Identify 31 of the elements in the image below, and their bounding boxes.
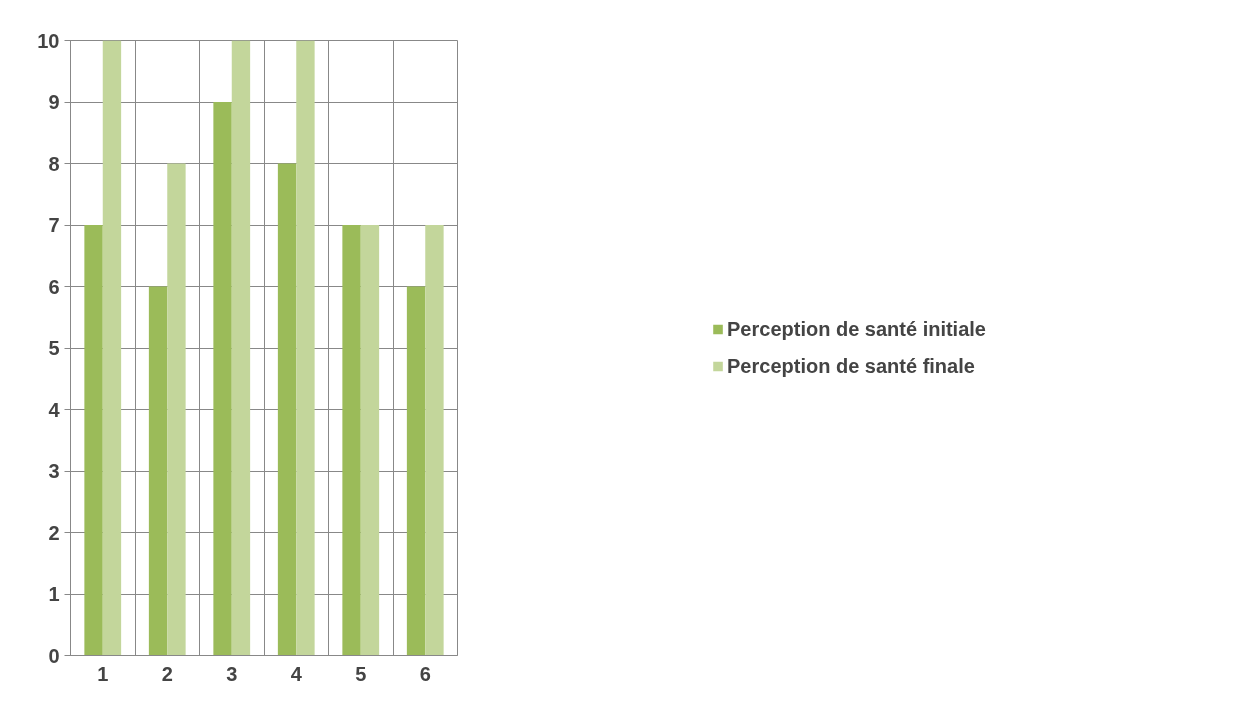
x-tick-label: 2 xyxy=(161,662,173,685)
bar xyxy=(213,102,232,656)
bar xyxy=(406,286,426,656)
x-tick-label: 5 xyxy=(355,662,367,685)
y-tick-label: 2 xyxy=(48,521,60,544)
x-tick-label: 4 xyxy=(290,662,303,685)
y-tick-label: 6 xyxy=(48,275,60,298)
y-tick-label: 7 xyxy=(48,214,60,236)
bar xyxy=(84,225,103,656)
bar xyxy=(231,40,251,656)
y-tick-label: 10 xyxy=(37,29,60,52)
x-tick-label: 1 xyxy=(97,662,109,685)
legend-label: Perception de santé finale xyxy=(727,354,975,378)
y-tick-label: 1 xyxy=(48,583,60,605)
bar xyxy=(360,225,380,656)
bar xyxy=(277,163,297,656)
y-tick-label: 5 xyxy=(48,337,60,359)
y-tick-label: 3 xyxy=(48,460,60,482)
y-tick-label: 8 xyxy=(48,152,60,175)
bar xyxy=(148,286,168,656)
bar xyxy=(425,225,444,656)
y-tick-label: 0 xyxy=(48,644,60,667)
bar xyxy=(342,225,361,656)
x-tick-label: 6 xyxy=(419,662,431,685)
bar xyxy=(102,40,122,656)
y-tick-label: 4 xyxy=(48,398,61,421)
bar xyxy=(167,163,186,656)
y-tick-label: 9 xyxy=(48,91,60,113)
x-tick-label: 3 xyxy=(226,662,238,685)
bar xyxy=(296,40,315,656)
legend-label: Perception de santé initiale xyxy=(727,317,986,341)
